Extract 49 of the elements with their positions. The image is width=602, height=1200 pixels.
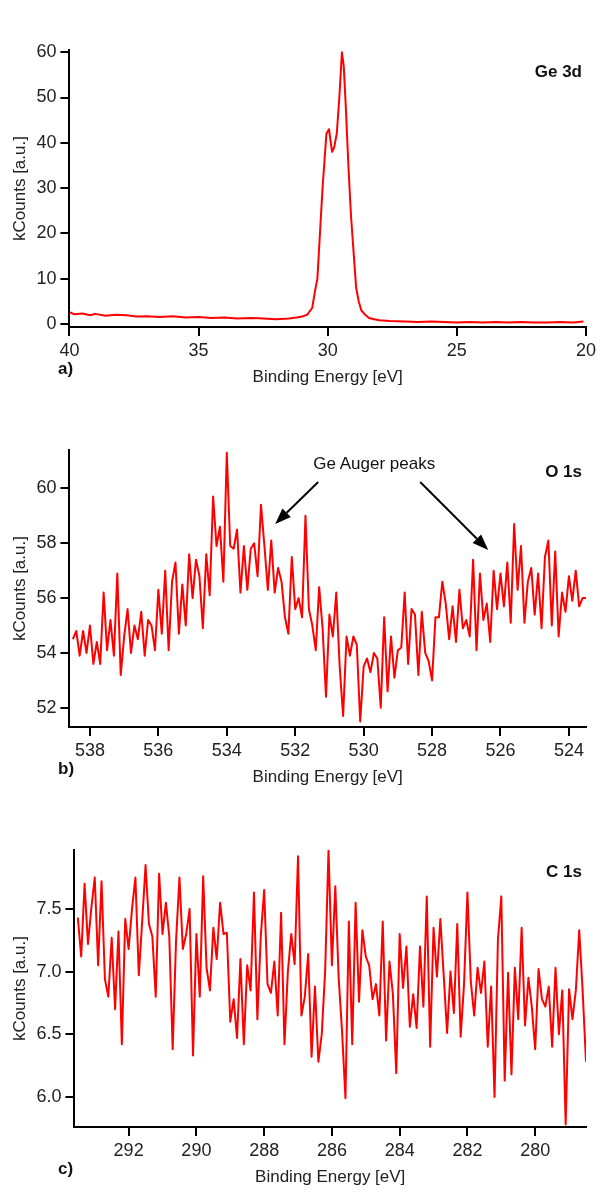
x-tick-label: 280 bbox=[520, 1139, 551, 1160]
x-tick-label: 538 bbox=[74, 739, 105, 760]
text: C 1s bbox=[546, 862, 582, 882]
x-tick-label: 30 bbox=[317, 339, 338, 360]
x-tick-label: 40 bbox=[59, 339, 80, 360]
y-tick-label: 60 bbox=[36, 41, 57, 62]
x-tick-label: 528 bbox=[417, 739, 448, 760]
x-axis-title: Binding Energy [eV] bbox=[255, 1167, 406, 1187]
y-tick-label: 50 bbox=[36, 86, 57, 107]
text: a) bbox=[58, 359, 74, 379]
x-tick-label: 530 bbox=[348, 739, 379, 760]
y-tick-label: 60 bbox=[36, 477, 57, 498]
y-tick-label: 20 bbox=[36, 222, 57, 243]
y-tick-label: 58 bbox=[36, 532, 57, 553]
x-axis-title: Binding Energy [eV] bbox=[252, 767, 403, 787]
y-tick-label: 40 bbox=[36, 131, 57, 152]
x-tick-label: 536 bbox=[143, 739, 174, 760]
x-tick-label: 290 bbox=[181, 1139, 212, 1160]
y-axis-title: kCounts [a.u.] bbox=[9, 936, 29, 1041]
y-tick-label: 54 bbox=[36, 641, 57, 662]
x-tick-label: 534 bbox=[211, 739, 242, 760]
y-tick-label: 56 bbox=[36, 587, 57, 608]
x-tick-label: 35 bbox=[188, 339, 209, 360]
y-tick-label: 7.0 bbox=[36, 960, 62, 981]
y-tick-label: 30 bbox=[36, 177, 57, 198]
y-tick-label: 7.5 bbox=[36, 897, 62, 918]
x-tick-label: 526 bbox=[485, 739, 516, 760]
y-tick-label: 6.5 bbox=[36, 1023, 62, 1044]
x-tick-label: 282 bbox=[452, 1139, 483, 1160]
x-tick-label: 532 bbox=[280, 739, 311, 760]
y-tick-label: 6.0 bbox=[36, 1085, 62, 1106]
x-tick-label: 284 bbox=[384, 1139, 415, 1160]
x-tick-label: 286 bbox=[316, 1139, 347, 1160]
annotation: Ge Auger peaks bbox=[313, 453, 436, 473]
x-tick-label: 292 bbox=[113, 1139, 144, 1160]
x-tick-label: 25 bbox=[446, 339, 467, 360]
x-tick-label: 524 bbox=[553, 739, 584, 760]
y-tick-label: 52 bbox=[36, 696, 57, 717]
x-axis-title: Binding Energy [eV] bbox=[252, 367, 403, 387]
text: O 1s bbox=[545, 462, 582, 482]
text: b) bbox=[58, 759, 75, 779]
y-axis-title: kCounts [a.u.] bbox=[9, 136, 29, 241]
x-tick-label: 288 bbox=[249, 1139, 280, 1160]
text: c) bbox=[58, 1159, 74, 1179]
y-tick-label: 10 bbox=[36, 267, 57, 288]
y-tick-label: 0 bbox=[46, 312, 57, 333]
y-axis-title: kCounts [a.u.] bbox=[9, 536, 29, 641]
text: Ge 3d bbox=[534, 62, 582, 82]
x-tick-label: 20 bbox=[575, 339, 597, 360]
